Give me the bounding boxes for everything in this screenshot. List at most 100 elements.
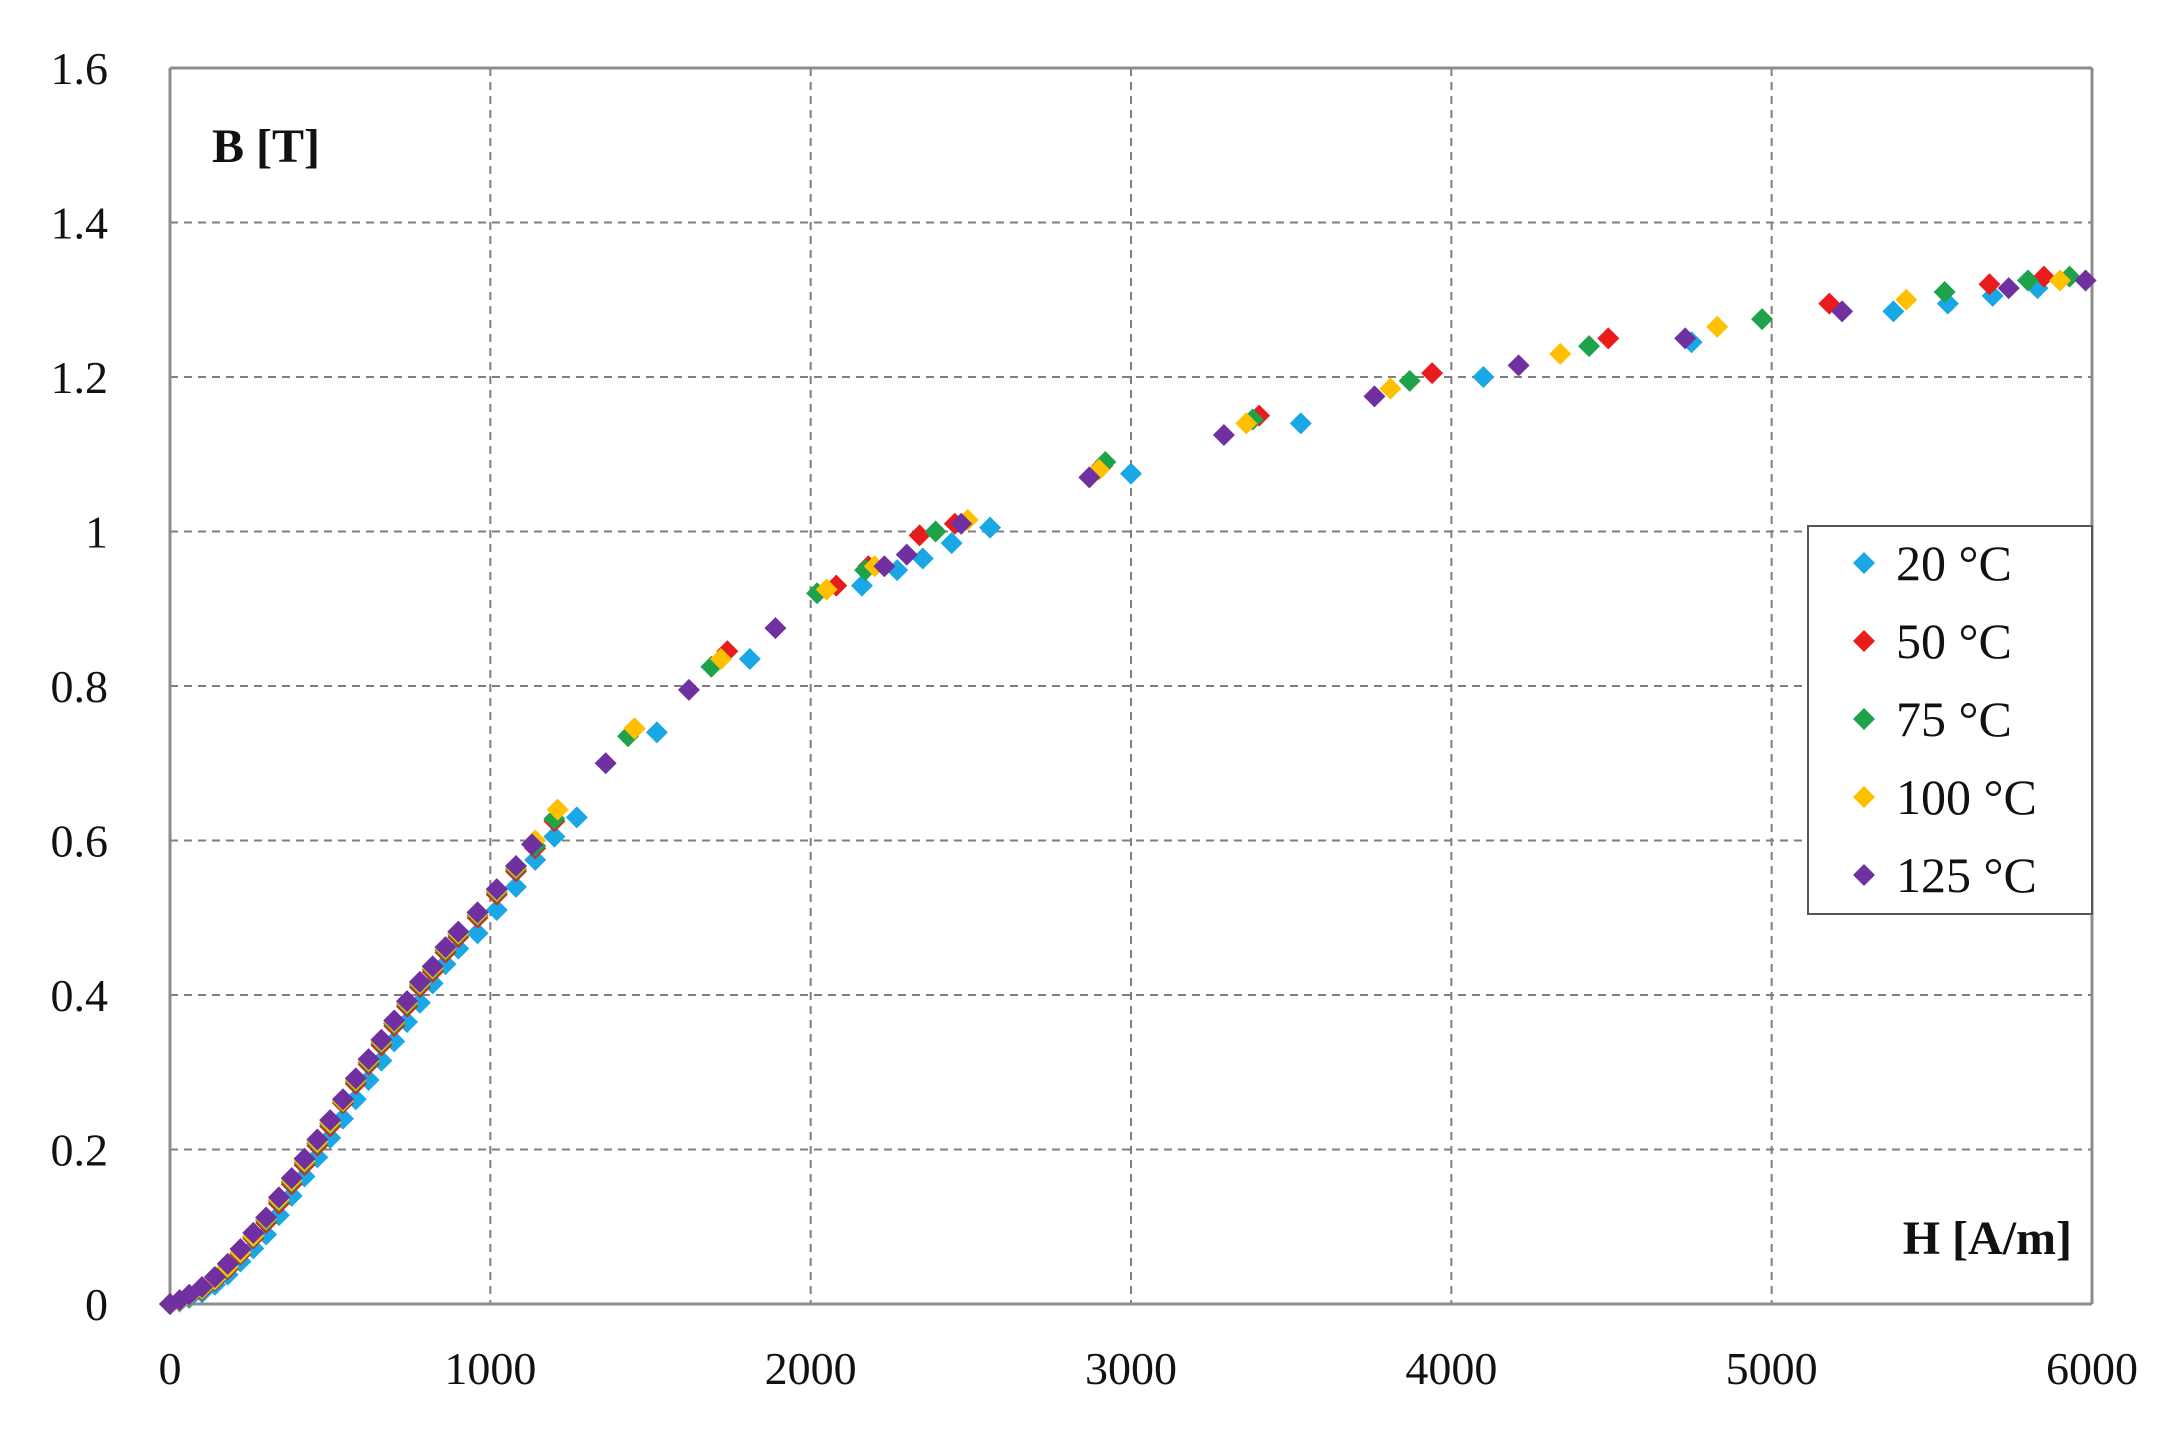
data-point [815,578,838,601]
series-3 [159,269,2071,1315]
data-point [1363,385,1386,408]
legend-item: 125 °C [1853,847,2037,903]
grid [170,67,2093,1304]
data-point [911,547,934,570]
data-point [357,1048,380,1071]
data-point [1933,281,1956,304]
series-2 [159,265,2081,1315]
data-point [466,922,489,945]
y-tick-label: 1.4 [51,198,109,249]
data-point [319,1109,342,1132]
legend-label: 100 °C [1896,769,2037,825]
data-point [1549,342,1572,365]
y-tick-label: 0 [85,1279,108,1330]
data-point [623,717,646,740]
legend-item: 100 °C [1853,769,2037,825]
data-point [504,854,527,877]
data-point [370,1028,393,1051]
series-1 [159,265,2055,1315]
data-point [940,532,963,555]
data-point [1472,366,1495,388]
legend-item: 20 °C [1853,535,2012,591]
data-point [1120,462,1142,485]
data-point [1289,412,1312,435]
data-point [1507,354,1530,377]
y-tick-label: 0.4 [51,970,109,1021]
data-point [2048,269,2071,292]
legend-marker [1853,786,1875,808]
data-point [2016,269,2039,292]
data-point [709,647,732,670]
data-point [677,678,700,701]
data-point [895,543,918,566]
x-tick-label: 6000 [2046,1343,2138,1394]
data-point [850,574,873,597]
data-point [1751,308,1774,331]
x-tick-label: 1000 [444,1343,536,1394]
data-point [1895,288,1918,311]
data-point [1379,377,1402,400]
data-point [267,1186,290,1209]
data-point [191,1276,214,1299]
data-point [1674,327,1697,350]
data-point [280,1167,303,1190]
legend-label: 75 °C [1896,691,2012,747]
data-point [1212,423,1235,446]
legend-box [1807,525,2093,915]
data-point [396,990,419,1013]
data-point [520,833,543,856]
data-point [1597,327,1620,350]
data-point [344,1067,367,1090]
data-point [306,1128,329,1151]
data-point [1235,412,1258,435]
y-axis-title: B [T] [212,120,320,173]
data-point [908,524,931,547]
data-point [738,647,761,670]
x-tick-label: 5000 [1726,1343,1818,1394]
data-point [594,752,617,775]
data-point [1997,277,2020,300]
data-point [216,1252,239,1275]
y-tick-label: 1 [85,507,108,558]
data-point [331,1088,354,1111]
x-tick-label: 4000 [1405,1343,1497,1394]
data-point [2032,265,2055,288]
data-point [1398,369,1421,392]
legend-label: 20 °C [1896,535,2012,591]
legend-label: 50 °C [1896,613,2012,669]
data-point [229,1238,252,1261]
legend-item: 75 °C [1853,691,2012,747]
legend-marker [1853,552,1875,574]
data-point [979,516,1002,539]
legend-marker [1853,864,1875,886]
data-point [408,970,431,993]
data-point [203,1265,226,1288]
data-point [1831,300,1854,323]
data-point [1706,315,1729,338]
data-point [255,1206,278,1229]
data-point [873,555,896,578]
data-point [421,955,444,978]
y-tick-label: 1.2 [51,352,109,403]
legend-label: 125 °C [1896,847,2037,903]
legend-marker [1853,630,1875,652]
data-point [1978,273,2001,296]
data-point [764,617,787,640]
data-point [524,848,547,871]
legend: 20 °C 50 °C 75 °C 100 °C 125 °C [1807,525,2093,915]
data-point [2074,269,2097,292]
y-tick-label: 0.6 [51,816,109,867]
data-point [434,936,457,959]
data-point [293,1147,316,1170]
data-point [546,798,569,821]
data-point [1078,466,1101,489]
y-tick-label: 1.6 [51,43,109,94]
data-point [543,825,566,848]
data-point [1421,362,1444,385]
data-point [485,899,508,922]
legend-marker [1853,708,1875,730]
series-4 [159,269,2097,1315]
data-point [383,1009,406,1032]
